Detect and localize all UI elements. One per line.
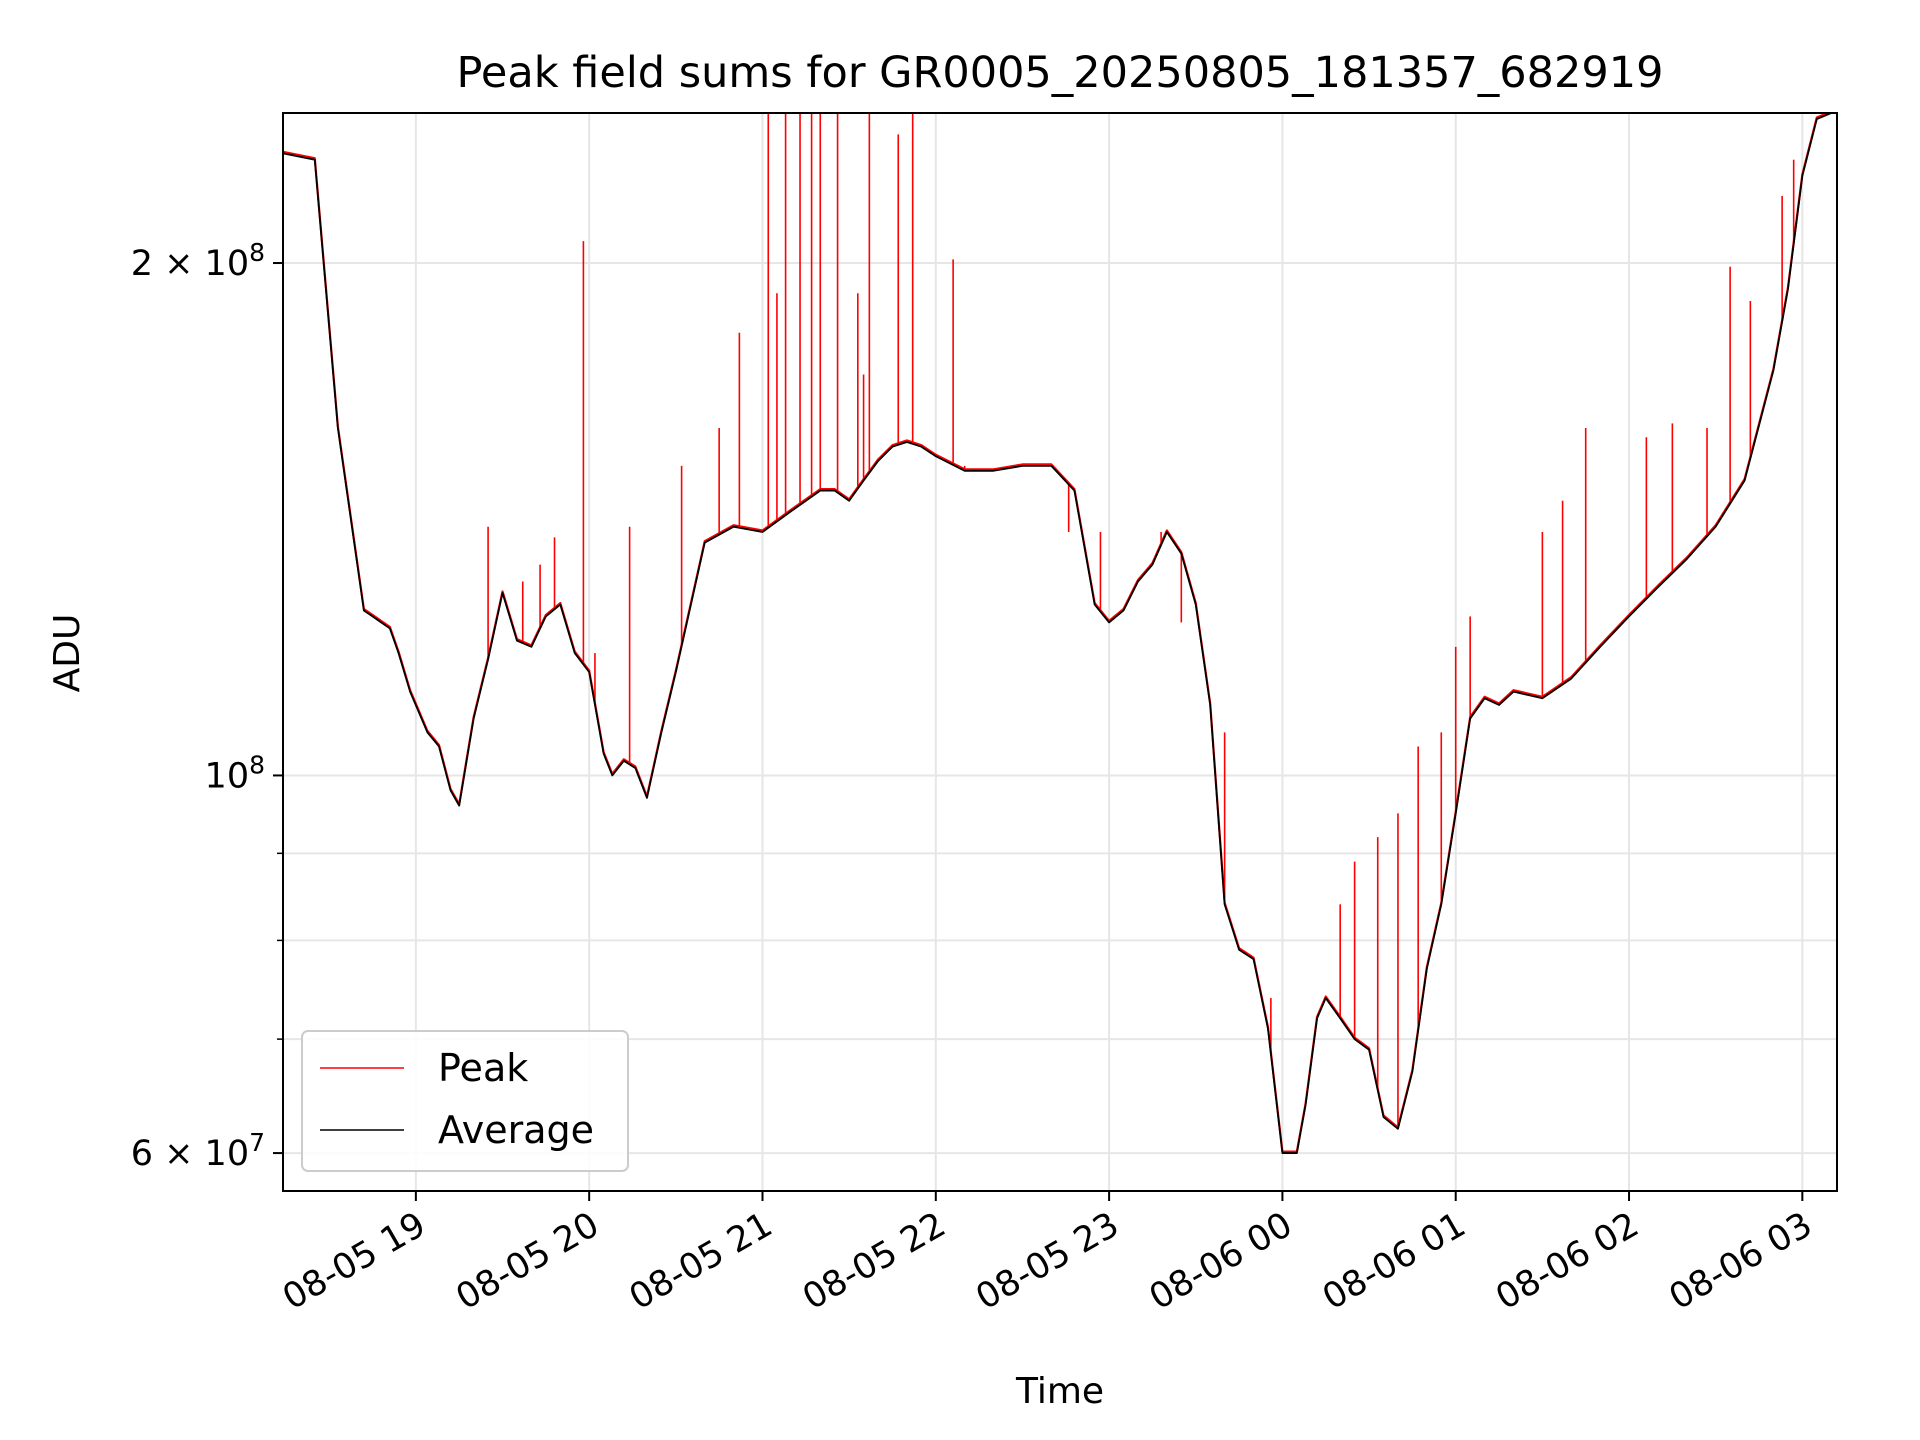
y-tick-label: 2 × 108 xyxy=(131,238,265,284)
y-tick-label: 6 × 107 xyxy=(131,1128,265,1174)
legend-peak-label: Peak xyxy=(438,1046,528,1090)
chart-title: Peak field sums for GR0005_20250805_1813… xyxy=(457,48,1664,98)
axes-frame xyxy=(282,112,1838,1192)
average-line xyxy=(283,113,1832,1154)
legend: Peak Average xyxy=(301,1030,629,1172)
plot-area xyxy=(283,113,1832,1154)
grid xyxy=(283,113,1837,1191)
y-axis-label: ADU xyxy=(47,614,88,693)
y-tick-label: 108 xyxy=(205,750,265,796)
x-axis-label: Time xyxy=(1015,1371,1104,1412)
legend-box xyxy=(301,1030,629,1172)
legend-average-label: Average xyxy=(438,1108,594,1152)
